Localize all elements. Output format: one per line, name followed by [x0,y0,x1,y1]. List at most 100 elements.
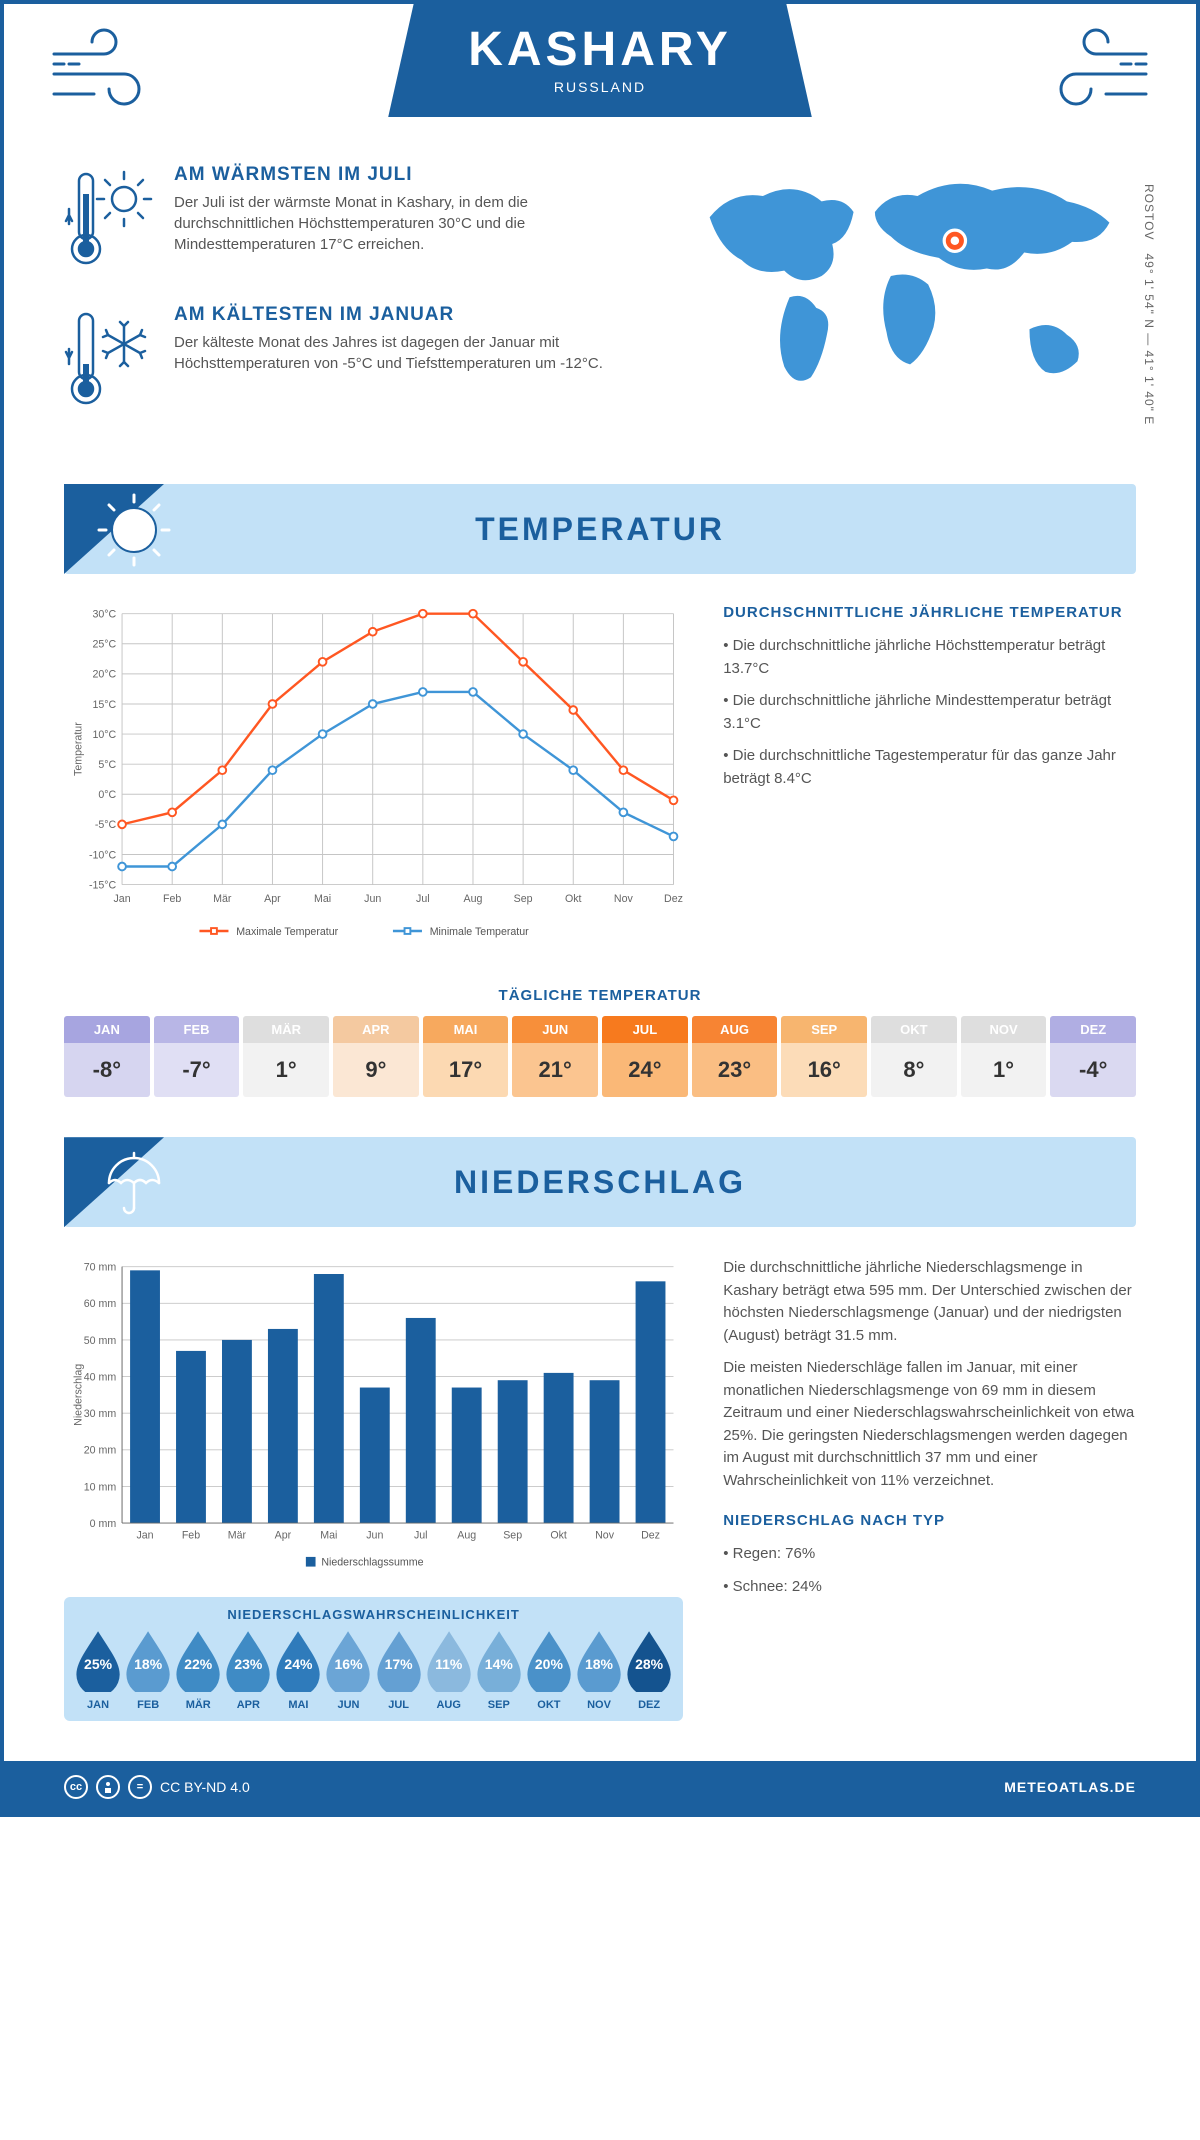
temp-cell: DEZ -4° [1050,1016,1136,1097]
coldest-text: Der kälteste Monat des Jahres ist dagege… [174,332,627,374]
section-heading: TEMPERATUR [475,511,725,548]
temp-cell: JAN -8° [64,1016,150,1097]
coldest-title: AM KÄLTESTEN IM JANUAR [174,304,627,326]
intro-section: AM WÄRMSTEN IM JULI Der Juli ist der wär… [4,134,1196,474]
svg-text:Niederschlag: Niederschlag [72,1364,84,1426]
country-subtitle: RUSSLAND [468,79,732,95]
svg-text:Jan: Jan [113,893,130,905]
umbrella-icon [94,1143,174,1223]
svg-text:-15°C: -15°C [89,879,117,891]
section-title-precipitation: NIEDERSCHLAG [64,1137,1136,1227]
svg-text:25°C: 25°C [92,639,116,651]
svg-text:Temperatur: Temperatur [72,722,84,776]
svg-text:Jun: Jun [364,893,381,905]
svg-text:Aug: Aug [457,1530,476,1542]
svg-text:10 mm: 10 mm [84,1482,117,1494]
coordinates-label: ROSTOV 49° 1' 54" N — 41° 1' 40" E [1142,184,1156,425]
probability-drop: 18% FEB [124,1628,172,1711]
svg-text:Dez: Dez [641,1530,660,1542]
thermometer-hot-icon [64,164,154,274]
svg-text:Jul: Jul [416,893,430,905]
probability-drop: 22% MÄR [174,1628,222,1711]
temp-cell: NOV 1° [961,1016,1047,1097]
svg-text:Mai: Mai [314,893,331,905]
daily-temp-table: JAN -8° FEB -7° MÄR 1° APR 9° MAI 17° JU… [64,1016,1136,1097]
wind-icon-left [44,14,164,134]
svg-text:-10°C: -10°C [89,849,117,861]
license-text: CC BY-ND 4.0 [160,1779,250,1795]
svg-text:Jun: Jun [366,1530,383,1542]
temperature-annual-text: DURCHSCHNITTLICHE JÄHRLICHE TEMPERATUR •… [723,604,1136,957]
precipitation-text: Die durchschnittliche jährliche Niedersc… [723,1257,1136,1720]
temp-cell: MÄR 1° [243,1016,329,1097]
svg-text:30 mm: 30 mm [84,1408,117,1420]
svg-text:Maximale Temperatur: Maximale Temperatur [236,926,338,938]
nd-icon: = [128,1775,152,1799]
warmest-title: AM WÄRMSTEN IM JULI [174,164,627,186]
svg-text:Niederschlagssumme: Niederschlagssumme [321,1557,423,1569]
svg-text:Apr: Apr [264,893,281,905]
temp-cell: SEP 16° [781,1016,867,1097]
svg-text:Mai: Mai [320,1530,337,1542]
section-title-temperature: TEMPERATUR [64,484,1136,574]
svg-text:10°C: 10°C [92,729,116,741]
probability-drop: 14% SEP [475,1628,523,1711]
title-band: KASHARY RUSSLAND [388,4,812,117]
probability-drop: 20% OKT [525,1628,573,1711]
svg-text:40 mm: 40 mm [84,1372,117,1384]
temp-cell: JUL 24° [602,1016,688,1097]
svg-text:-5°C: -5°C [95,819,117,831]
page: KASHARY RUSSLAND [0,0,1200,1817]
cc-icon: cc [64,1775,88,1799]
by-icon [96,1775,120,1799]
svg-text:60 mm: 60 mm [84,1298,117,1310]
svg-text:Jan: Jan [136,1530,153,1542]
temp-cell: JUN 21° [512,1016,598,1097]
svg-text:Mär: Mär [213,893,232,905]
wind-icon-right [1036,14,1156,134]
temp-cell: OKT 8° [871,1016,957,1097]
svg-text:Okt: Okt [565,893,582,905]
temp-cell: AUG 23° [692,1016,778,1097]
svg-text:15°C: 15°C [92,699,116,711]
svg-text:50 mm: 50 mm [84,1335,117,1347]
svg-text:Sep: Sep [514,893,533,905]
probability-drop: 25% JAN [74,1628,122,1711]
site-name: METEOATLAS.DE [1004,1779,1136,1795]
footer: cc = CC BY-ND 4.0 METEOATLAS.DE [4,1761,1196,1813]
probability-drop: 28% DEZ [625,1628,673,1711]
svg-text:Okt: Okt [550,1530,567,1542]
probability-drop: 11% AUG [425,1628,473,1711]
svg-text:Aug: Aug [464,893,483,905]
svg-text:5°C: 5°C [98,759,116,771]
thermometer-cold-icon [64,304,154,414]
header: KASHARY RUSSLAND [4,4,1196,134]
svg-text:Mär: Mär [228,1530,247,1542]
svg-text:Jul: Jul [414,1530,428,1542]
temp-cell: MAI 17° [423,1016,509,1097]
city-title: KASHARY [468,22,732,77]
probability-drop: 17% JUL [375,1628,423,1711]
warmest-text: Der Juli ist der wärmste Monat in Kashar… [174,192,627,255]
probability-drop: 23% APR [224,1628,272,1711]
svg-text:20 mm: 20 mm [84,1445,117,1457]
world-map-icon [667,164,1136,384]
svg-text:70 mm: 70 mm [84,1262,117,1274]
coldest-fact: AM KÄLTESTEN IM JANUAR Der kälteste Mona… [64,304,627,414]
daily-temp-title: TÄGLICHE TEMPERATUR [64,987,1136,1004]
svg-text:Feb: Feb [163,893,181,905]
probability-drop: 24% MAI [274,1628,322,1711]
svg-text:Minimale Temperatur: Minimale Temperatur [430,926,529,938]
temperature-line-chart: -15°C -10°C -5°C 0°C 5°C 10°C 15°C 20°C 25°C 30°C… [64,604,683,957]
svg-text:20°C: 20°C [92,669,116,681]
svg-text:0°C: 0°C [98,789,116,801]
svg-text:30°C: 30°C [92,609,116,621]
svg-text:Dez: Dez [664,893,683,905]
temp-cell: FEB -7° [154,1016,240,1097]
precipitation-probability-box: NIEDERSCHLAGSWAHRSCHEINLICHKEIT 25% JAN … [64,1597,683,1721]
sun-icon [94,490,174,570]
svg-text:Nov: Nov [595,1530,615,1542]
license-block: cc = CC BY-ND 4.0 [64,1775,250,1799]
probability-drop: 16% JUN [324,1628,372,1711]
probability-drop: 18% NOV [575,1628,623,1711]
